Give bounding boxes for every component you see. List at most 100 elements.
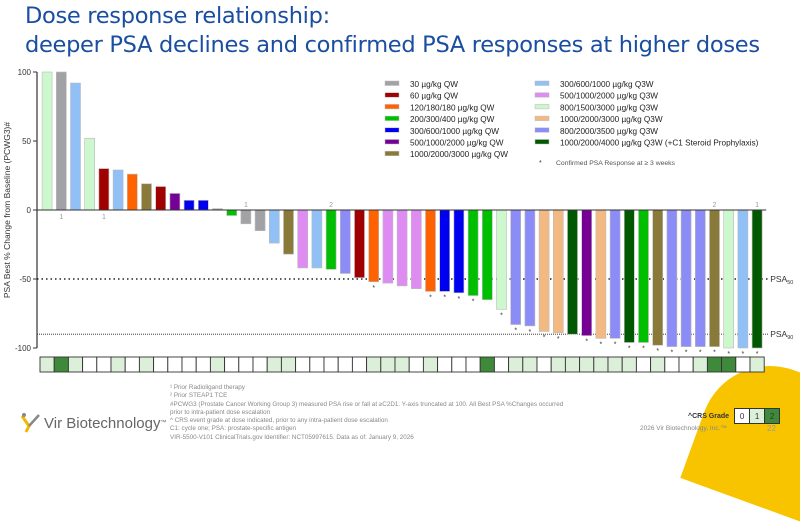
crs-legend-label: ^CRS Grade — [688, 412, 730, 420]
crs-cell — [721, 356, 737, 373]
y-tick-label: -100 — [15, 344, 32, 353]
confirmed-star: * — [756, 351, 759, 358]
crs-grade-legend: ^CRS Grade 0 1 2 — [688, 408, 781, 424]
legend-swatch — [534, 127, 550, 133]
legend-label: 1000/2000/4000 µg/kg Q3W (+C1 Steroid Pr… — [560, 139, 759, 148]
bar — [538, 209, 550, 332]
confirmed-star: * — [458, 296, 461, 303]
y-tick-label: 100 — [18, 68, 32, 77]
bar — [112, 169, 124, 211]
bar — [425, 209, 436, 292]
legend-swatch — [384, 115, 400, 121]
footnote: prior to intra-patient dose escalation — [170, 408, 271, 416]
confirmed-star: * — [429, 294, 432, 301]
bar — [127, 173, 138, 211]
logo-text: Vir Biotechnology — [44, 414, 161, 432]
crs-cell — [110, 356, 126, 373]
crs-cell — [323, 356, 339, 373]
bar — [481, 209, 493, 300]
confirmed-star: * — [585, 339, 588, 346]
bar — [524, 209, 536, 327]
confirmed-star: * — [642, 345, 645, 352]
crs-cell — [508, 356, 524, 373]
bar-annotation: 2 — [713, 202, 717, 209]
legend-swatch — [534, 139, 550, 145]
confirmed-star: * — [472, 299, 475, 306]
bar — [439, 209, 451, 292]
legend-label: 800/1500/3000 µg/kg Q3W — [560, 103, 658, 112]
confirmed-star: * — [600, 341, 603, 348]
legend-label: 1000/2000/3000 µg/kg QW — [410, 150, 508, 159]
bar — [581, 209, 593, 336]
bar — [325, 209, 337, 270]
legend-swatch — [384, 127, 400, 133]
crs-cell — [664, 356, 680, 373]
bar — [496, 209, 507, 310]
bar — [41, 71, 53, 211]
crs-cell — [706, 356, 723, 373]
bar — [680, 209, 692, 347]
bar — [382, 209, 394, 284]
footnote: C1: cycle one; PSA: prostate-specific an… — [170, 425, 297, 433]
bar — [467, 209, 479, 296]
bar-annotation: 1 — [102, 214, 106, 221]
bar — [595, 209, 607, 339]
legend-star: * — [539, 160, 542, 167]
crs-cell — [607, 356, 623, 373]
crs-cell — [493, 356, 510, 373]
legend-label: 300/600/1000 µg/kg Q3W — [560, 80, 654, 89]
crs-cell — [465, 356, 481, 373]
bar — [183, 200, 195, 211]
bar-annotation: 2 — [329, 202, 333, 209]
bar — [623, 209, 635, 343]
legend-label: 1000/2000/3000 µg/kg Q3W — [560, 115, 663, 124]
waterfall-chart: 100 50 0 -50 -100 PSA Best % Change from Base… — [2, 68, 793, 373]
confirmed-star: * — [372, 285, 375, 292]
bar — [552, 209, 564, 334]
footnote: ^ CRS event grade at dose indicated, pri… — [170, 417, 388, 425]
crs-cell — [422, 356, 439, 373]
legend-label: 300/600/1000 µg/kg QW — [410, 127, 499, 136]
bar — [55, 71, 67, 211]
confirmed-star: * — [727, 351, 730, 358]
bar — [751, 209, 763, 349]
bar — [709, 209, 720, 347]
confirmed-star: * — [671, 350, 674, 357]
crs-cell — [621, 356, 637, 373]
legend-swatch — [384, 92, 400, 98]
crs-cell — [564, 356, 581, 373]
bar — [98, 168, 110, 211]
crs-cell — [366, 356, 382, 373]
company-logo: Vir Biotechnology ™ — [20, 412, 166, 434]
crs-cell — [252, 356, 268, 373]
legend-label: 200/300/400 µg/kg QW — [410, 115, 495, 124]
bar — [354, 209, 365, 278]
bar — [737, 209, 749, 349]
crs-cell — [209, 356, 226, 373]
crs-cell — [153, 356, 169, 373]
bar — [155, 186, 166, 211]
reference-label: PSA90 — [770, 329, 793, 341]
y-axis-label: PSA Best % Change from Baseline (PCWG3)# — [2, 122, 12, 298]
bar — [268, 209, 280, 244]
confirmed-star: * — [614, 341, 617, 348]
bar-annotation: 1 — [59, 214, 63, 221]
footnote: #PCWG3 (Prostate Cancer Working Group 3)… — [170, 400, 564, 408]
bar — [141, 183, 152, 211]
legend-swatch — [534, 80, 550, 86]
legend-swatch — [384, 150, 400, 156]
bar-annotation: 1 — [244, 202, 248, 209]
crs-cell — [536, 356, 552, 373]
bar — [240, 209, 252, 225]
confirmed-star: * — [543, 334, 546, 341]
bar — [410, 209, 422, 289]
legend-label: 60 µg/kg QW — [410, 92, 458, 101]
confirmed-star: * — [443, 294, 446, 301]
bar — [666, 209, 678, 347]
crs-cell — [96, 356, 112, 373]
logo-tm: ™ — [160, 420, 167, 426]
legend-label: 120/180/180 µg/kg QW — [410, 103, 495, 112]
crs-cell — [53, 356, 69, 373]
logo-mark-icon — [20, 413, 40, 433]
bar — [311, 209, 323, 269]
